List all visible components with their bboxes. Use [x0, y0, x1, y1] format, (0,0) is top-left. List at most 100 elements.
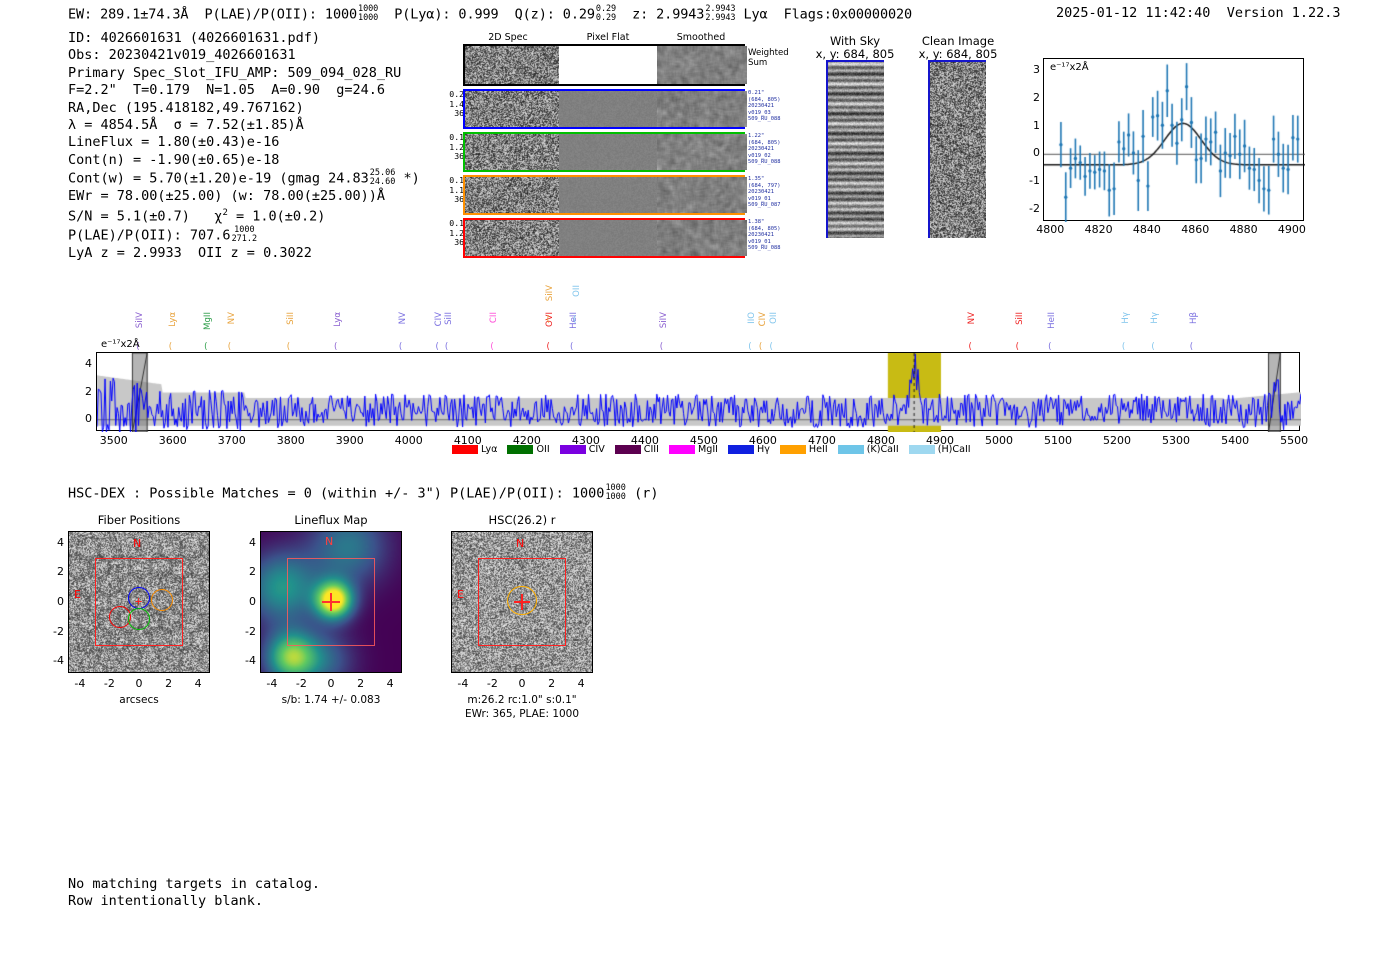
cutout-2-xtick: 4 — [577, 677, 585, 690]
fiber-1-strip — [463, 89, 747, 129]
line-marker-oii-17: OII — [768, 312, 779, 324]
spectrum-xtick: 4000 — [394, 434, 423, 447]
spectrum-xtick: 4600 — [748, 434, 777, 447]
spectrum-xtick: 4200 — [512, 434, 541, 447]
legend-item-mgii: MgII — [668, 444, 718, 455]
cutout-1-title: Lineflux Map — [294, 513, 368, 527]
info-line-radec: RA,Dec (195.418182,49.767162) — [68, 99, 304, 116]
cutout-2-sublabel: EWr: 365, PLAE: 1000 — [464, 708, 580, 720]
target-position-marker: + — [135, 594, 143, 608]
spectrum-xtick: 5500 — [1280, 434, 1309, 447]
line-marker-siii-19: SiII — [1014, 312, 1025, 325]
fiber-2-metrics: 0.12 1.25 361 — [441, 132, 469, 162]
fit-ytick: -2 — [1029, 201, 1040, 215]
legend-label-2: CIV — [588, 444, 605, 455]
cutout-0-compass-east: E — [74, 588, 81, 601]
fiber-3-ann-2: (684, 797) — [748, 182, 781, 189]
cutout-1-xtick: 0 — [327, 677, 335, 690]
line-marker-bracket-17: ( — [769, 342, 773, 352]
fit-ytick: 1 — [1033, 118, 1040, 132]
info-line-id: ID: 4026601631 (4026601631.pdf) — [68, 30, 320, 46]
fiber-4-metric-1: 0.10 — [449, 218, 469, 228]
line-marker-bracket-21: ( — [1121, 342, 1126, 352]
legend-item-heii: HeII — [779, 444, 828, 455]
line-marker-bracket-12: ( — [546, 315, 550, 325]
clean-image — [928, 60, 986, 238]
fiber-2-ann-2: (684, 805) — [748, 139, 781, 146]
fiber-1-ann-2: (684, 805) — [748, 96, 781, 103]
flags-value: Flags:0x00000020 — [783, 6, 913, 23]
with-sky-image — [826, 60, 884, 238]
line-marker-bracket-8: ( — [444, 342, 449, 352]
legend-item-hcaii: (H)CaII — [908, 444, 971, 455]
spectrum-xtick: 3500 — [99, 434, 128, 447]
hsc-dex-plae-range: 1000 1000 — [605, 483, 626, 502]
fiber-2-ann-1: 1.22" — [748, 133, 765, 139]
fiber-1-ann-4: v019_03 — [748, 109, 771, 116]
catalog-empty-note: No matching targets in catalog. Row inte… — [68, 876, 320, 911]
line-marker-bracket-14: ( — [659, 342, 664, 352]
fiber-4-ann-2: (684, 805) — [748, 225, 781, 232]
cutout-0-compass-north: N — [133, 537, 142, 550]
spectrum-xtick: 4400 — [630, 434, 659, 447]
fiber-2-strip — [463, 132, 747, 172]
legend-item-hγ: Hγ — [728, 444, 770, 455]
legend-swatch-3 — [614, 445, 641, 454]
fiber-4-metrics: 0.10 1.23 361 — [441, 218, 469, 248]
fiber-3-ann-3: 20230421 — [748, 189, 774, 196]
legend-item-civ: CIV — [559, 444, 605, 455]
cutout-0-xtick: 2 — [165, 677, 173, 690]
line-marker-bracket-0: ( — [136, 342, 140, 352]
report-header-line: EW: 289.1±74.3Å P(LAE)/P(OII): 10001000 1… — [68, 5, 913, 23]
fiber-1-ann-3: 20230421 — [748, 103, 774, 110]
cutout-1-ytick: 2 — [249, 565, 256, 579]
fiber-3-ann-1: 1.35" — [748, 176, 765, 182]
fit-xtick: 4860 — [1181, 223, 1210, 236]
cutout-2-xtick: 2 — [548, 677, 556, 690]
spectrum-xtick: 3700 — [217, 434, 246, 447]
legend-item-oii: OII — [507, 444, 550, 455]
fiber-3-annotation: 1.35" (684, 797) 20230421 v019_01 509_RU_087 — [748, 176, 808, 209]
spectrum-ytick: 0 — [85, 411, 92, 425]
line-marker-bracket-18: ( — [968, 342, 972, 352]
legend-label-4: MgII — [697, 444, 718, 455]
spectrum-legend: Lyα OII CIV CIII MgII Hγ HeII (K)CaII (H)CaII — [452, 444, 971, 455]
line-marker-bracket-19: ( — [1015, 342, 1020, 352]
line-marker-civ-7: CIV — [434, 312, 445, 327]
line-marker-siii-8: SiII — [443, 312, 454, 325]
hsc-dex-summary: HSC-DEX : Possible Matches = 0 (within +… — [68, 483, 658, 502]
spectrum-xtick: 3600 — [158, 434, 187, 447]
fiber-1-ann-5: 509_RU_088 — [748, 116, 781, 123]
fiber-2-metric-1: 0.12 — [449, 132, 469, 142]
legend-swatch-0 — [452, 445, 478, 454]
fiber-4-annotation: 1.38" (684, 805) 20230421 v019_01 509_RU_088 — [748, 219, 808, 252]
line-marker-oii-13: OII — [572, 285, 582, 297]
legend-label-0: Lyα — [481, 444, 498, 455]
legend-swatch-8 — [908, 445, 935, 454]
cutout-1-xtick: -2 — [295, 677, 307, 690]
legend-label-5: Hγ — [757, 444, 770, 455]
line-marker-bracket-4: ( — [286, 342, 291, 352]
info-line-snr: S/N = 5.1(±0.7) χ2 = 1.0(±0.2) — [68, 208, 326, 225]
spectrum-xtick: 3900 — [335, 434, 364, 447]
full-spectrum-plot — [96, 352, 1301, 432]
cutout-0-xlabel: arcsecs — [119, 694, 159, 706]
spectrum-xtick: 4500 — [689, 434, 718, 447]
line-marker-bracket-22: ( — [1151, 342, 1155, 352]
fiber-3-ann-5: 509_RU_087 — [748, 202, 781, 209]
hsc-dex-text: HSC-DEX : Possible Matches = 0 (within +… — [68, 485, 605, 502]
fiber-3-metric-1: 0.11 — [449, 175, 469, 185]
legend-label-3: CIII — [643, 444, 659, 455]
spectrum-xtick: 4700 — [807, 434, 836, 447]
line-marker-siiv-12: SiIV — [545, 285, 556, 302]
fiber-2-ann-5: 509_RU_088 — [748, 159, 781, 166]
fiber-1-annotation: 0.21" (684, 805) 20230421 v019_03 509_RU_088 — [748, 90, 808, 123]
line-marker-bracket-3: ( — [227, 342, 232, 352]
legend-swatch-5 — [728, 445, 754, 454]
line-marker-bracket-11: ( — [570, 342, 574, 352]
spectrum-xtick: 5400 — [1221, 434, 1250, 447]
line-marker-bracket-13: ( — [573, 315, 577, 325]
line-marker-bracket-23: ( — [1189, 342, 1194, 352]
fiber-4-ann-5: 509_RU_088 — [748, 245, 781, 252]
spectrum-ytick: 2 — [85, 384, 92, 398]
